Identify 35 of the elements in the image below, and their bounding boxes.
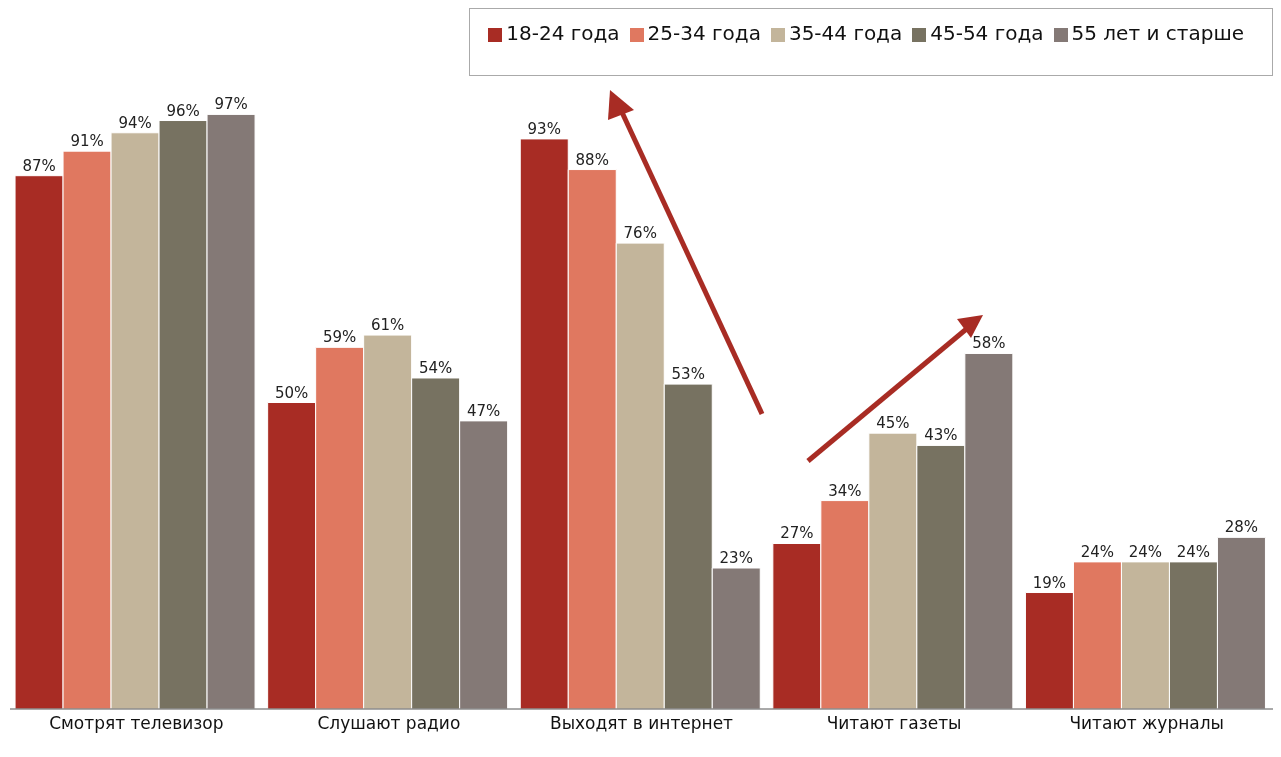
data-label: 96% — [166, 101, 200, 120]
legend-label: 45-54 года — [930, 21, 1044, 45]
data-label: 58% — [972, 334, 1006, 353]
legend-label: 55 лет и старше — [1071, 21, 1244, 45]
x-tick-label: Выходят в интернет — [549, 713, 734, 734]
data-label: 91% — [70, 132, 104, 151]
data-label: 24% — [1176, 542, 1211, 561]
data-label: 28% — [1224, 518, 1259, 537]
data-label: 24% — [1080, 542, 1115, 561]
data-label: 50% — [274, 383, 309, 402]
data-label: 61% — [370, 316, 405, 335]
data-label: 19% — [1032, 573, 1067, 592]
data-label: 24% — [1128, 542, 1163, 561]
x-tick-label: Слушают радио — [317, 713, 461, 734]
x-tick-label: Читают газеты — [826, 713, 962, 734]
data-label: 93% — [527, 119, 561, 138]
x-tick-label: Смотрят телевизор — [49, 713, 224, 734]
data-label: 87% — [22, 156, 56, 175]
data-label: 76% — [623, 224, 657, 243]
data-label: 88% — [575, 150, 609, 169]
data-label: 23% — [719, 549, 753, 568]
data-label: 53% — [671, 365, 705, 384]
data-label: 45% — [876, 414, 910, 433]
data-label: 47% — [466, 401, 501, 420]
data-label: 59% — [322, 328, 357, 347]
data-label: 97% — [214, 95, 248, 114]
data-label: 94% — [118, 113, 152, 132]
data-label: 43% — [924, 426, 958, 445]
legend-label: 18-24 года — [506, 21, 620, 45]
data-label: 34% — [828, 481, 862, 500]
legend-label: 35-44 года — [788, 21, 903, 45]
x-tick-label: Читают журналы — [1069, 713, 1225, 734]
legend-label: 25-34 года — [647, 21, 761, 45]
data-label: 54% — [418, 358, 453, 377]
data-label: 27% — [780, 524, 814, 543]
